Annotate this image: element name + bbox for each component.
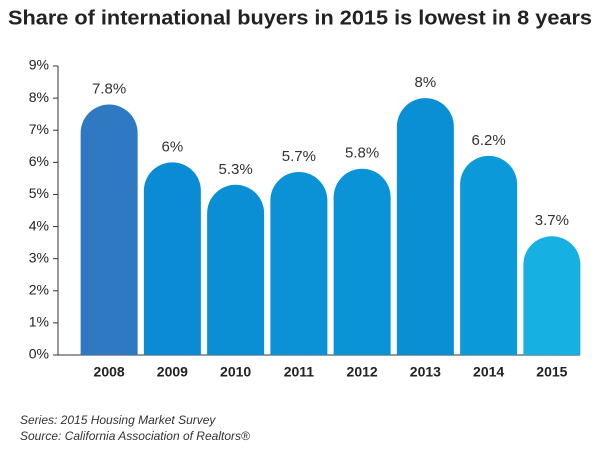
bar — [460, 155, 518, 355]
note: Source: California Association of Realto… — [20, 429, 250, 443]
x-tick-label: 2013 — [410, 364, 441, 380]
bar — [333, 168, 391, 355]
note: Series: 2015 Housing Market Survey — [20, 413, 216, 427]
y-tick-label: 8% — [29, 89, 49, 105]
bar — [143, 162, 201, 355]
bar — [396, 98, 454, 355]
x-tick-label: 2010 — [220, 364, 251, 380]
value-label: 6% — [162, 138, 184, 155]
bar — [270, 171, 328, 355]
x-tick-label: 2011 — [284, 364, 315, 380]
value-label: 5.8% — [345, 145, 379, 162]
y-tick-label: 2% — [29, 281, 49, 297]
value-label: 6.2% — [472, 132, 506, 149]
x-tick-label: 2008 — [94, 364, 125, 380]
value-label: 7.8% — [92, 81, 126, 98]
y-tick-label: 6% — [29, 153, 49, 169]
bar — [207, 184, 265, 355]
x-tick-label: 2015 — [536, 364, 567, 380]
x-tick-label: 2012 — [347, 364, 378, 380]
x-tick-label: 2014 — [473, 364, 504, 380]
y-tick-label: 5% — [29, 185, 49, 201]
value-label: 5.3% — [219, 161, 253, 178]
y-tick-label: 9% — [29, 57, 49, 73]
x-tick-label: 2009 — [157, 364, 188, 380]
value-label: 8% — [415, 74, 437, 91]
y-tick-label: 7% — [29, 121, 49, 137]
y-tick-label: 1% — [29, 314, 49, 330]
y-tick-label: 3% — [29, 249, 49, 265]
bar — [523, 236, 581, 355]
y-tick-label: 0% — [29, 346, 49, 362]
chart-title: Share of international buyers in 2015 is… — [8, 7, 592, 29]
y-tick-label: 4% — [29, 217, 49, 233]
bar — [80, 104, 138, 355]
value-label: 3.7% — [535, 212, 569, 229]
value-label: 5.7% — [282, 148, 316, 165]
